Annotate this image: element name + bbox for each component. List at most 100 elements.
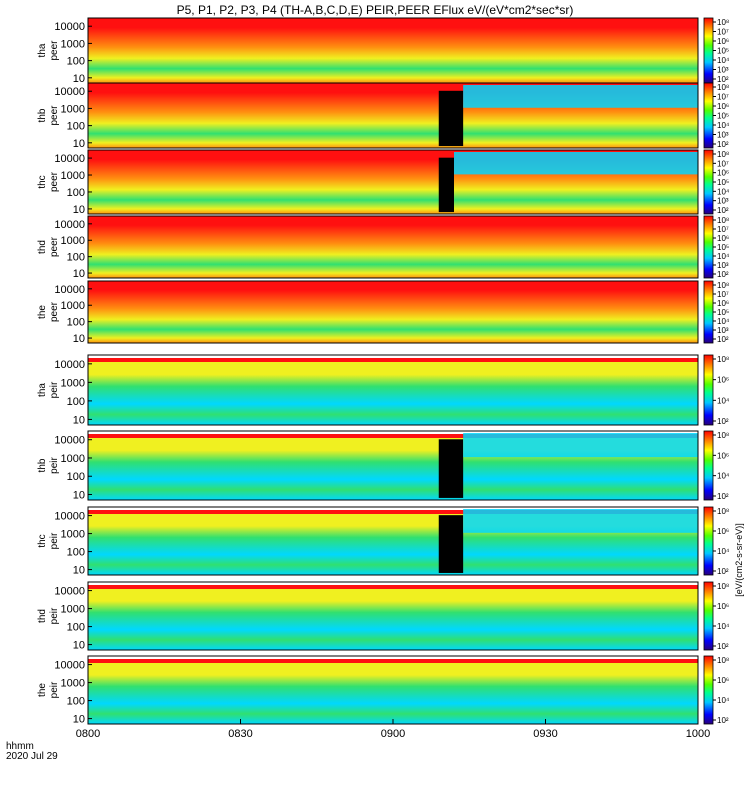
panel-frame — [87, 82, 699, 149]
colorbar-tick-label: 10³ — [717, 261, 729, 270]
colorbar-tick-label: 10⁸ — [717, 355, 729, 364]
colorbar-tick-label: 10⁸ — [717, 431, 729, 440]
colorbar-tick-label: 10⁶ — [717, 234, 729, 243]
x-tick-label: 0800 — [76, 728, 100, 740]
panel-probe-label: thc — [37, 534, 48, 547]
y-tick-label: 10000 — [54, 359, 85, 371]
y-tick-label: 10000 — [54, 284, 85, 296]
colorbar — [703, 430, 714, 501]
colorbar-tick-label: 10⁴ — [717, 547, 730, 556]
colorbar-tick-label: 10⁸ — [717, 656, 729, 665]
panel-instrument-label: peer — [49, 171, 60, 192]
colorbar-tick-label: 10⁸ — [717, 216, 729, 225]
colorbar-tick-label: 10⁵ — [717, 243, 729, 252]
colorbar-tick-label: 10² — [717, 417, 729, 426]
colorbar-tick-label: 10² — [717, 642, 729, 651]
panel-thd-peir: 10 100 1000 10000 thd peir 10² 10⁴ 10⁶ 10⁸ — [37, 581, 730, 652]
panel-probe-label: tha — [37, 383, 48, 397]
panel-probe-label: the — [37, 305, 48, 319]
x-tick-label: 1000 — [686, 728, 710, 740]
panel-probe-label: thc — [37, 175, 48, 188]
y-tick-label: 10 — [73, 73, 85, 85]
y-tick-label: 10 — [73, 565, 85, 577]
y-tick-label: 1000 — [61, 529, 85, 541]
colorbar-tick-label: 10⁷ — [717, 290, 729, 299]
colorbar-tick-label: 10⁸ — [717, 83, 729, 92]
y-tick-label: 10 — [73, 640, 85, 652]
colorbar-tick-label: 10⁸ — [717, 582, 729, 591]
panel-instrument-label: peer — [49, 236, 60, 257]
data-gap-block — [438, 157, 454, 213]
panel-the-peer: 10 100 1000 10000 the peer 10²10³10⁴10⁵10⁶10⁷1… — [37, 280, 730, 345]
y-tick-label: 10000 — [54, 435, 85, 447]
panel-frame — [87, 215, 699, 279]
colorbar-tick-label: 10⁶ — [717, 676, 729, 685]
panel-frame — [87, 354, 699, 426]
y-tick-label: 1000 — [61, 678, 85, 690]
colorbar-tick-label: 10⁸ — [717, 18, 729, 27]
y-tick-label: 10000 — [54, 586, 85, 598]
colorbar-tick-label: 10⁷ — [717, 225, 729, 234]
panel-probe-label: tha — [37, 43, 48, 57]
x-axis-label: hhmm — [6, 741, 34, 752]
heatmap-tha-peir — [88, 355, 698, 425]
y-tick-label: 10000 — [54, 219, 85, 231]
colorbar-tick-label: 10⁵ — [717, 112, 729, 121]
panel-instrument-label: peir — [49, 681, 60, 698]
colorbar-tick-label: 10⁴ — [717, 622, 730, 631]
y-tick-label: 100 — [67, 471, 85, 483]
panel-thb-peir: 10 100 1000 10000 thb peir 10² 10⁴ 10⁶ 10⁸ — [37, 430, 730, 502]
y-tick-label: 10000 — [54, 660, 85, 672]
panel-frame — [87, 430, 699, 501]
colorbar — [703, 149, 714, 215]
colorbar — [703, 354, 714, 426]
panel-frame — [87, 581, 699, 651]
heatmap-thd-peer — [88, 216, 698, 278]
colorbar — [703, 17, 714, 84]
y-tick-label: 100 — [67, 56, 85, 68]
colorbar — [703, 581, 714, 651]
colorbar-tick-label: 10³ — [717, 131, 729, 140]
panel-tha-peir: 10 100 1000 10000 tha peir 10² 10⁴ 10⁶ 10⁸ — [37, 354, 730, 426]
panel-instrument-label: peir — [49, 532, 60, 549]
panel-instrument-label: peer — [49, 301, 60, 322]
colorbar-tick-label: 10⁵ — [717, 308, 729, 317]
y-tick-label: 10 — [73, 268, 85, 280]
colorbar — [703, 82, 714, 149]
top-red-band — [88, 434, 698, 438]
colorbar-tick-label: 10⁷ — [717, 28, 729, 37]
y-tick-label: 10 — [73, 714, 85, 726]
colorbar-tick-label: 10⁴ — [717, 396, 730, 405]
colorbar-tick-label: 10⁸ — [717, 507, 729, 516]
colorbar-tick-label: 10² — [717, 206, 729, 215]
data-gap-block — [438, 439, 464, 498]
panel-instrument-label: peir — [49, 456, 60, 473]
post-gap-low-flux-region — [463, 85, 698, 108]
y-tick-label: 100 — [67, 317, 85, 329]
panel-probe-label: thd — [37, 240, 48, 254]
top-white-band — [88, 582, 698, 585]
colorbar-tick-label: 10² — [717, 335, 729, 344]
heatmap-tha-peer — [88, 18, 698, 83]
colorbar-tick-label: 10² — [717, 140, 729, 149]
colorbar-tick-label: 10² — [717, 567, 729, 576]
y-tick-label: 100 — [67, 622, 85, 634]
panel-frame — [87, 506, 699, 576]
x-tick-label: 0900 — [381, 728, 405, 740]
y-tick-label: 1000 — [61, 377, 85, 389]
top-white-band — [88, 507, 698, 510]
x-tick-label: 0930 — [533, 728, 557, 740]
y-tick-label: 10000 — [54, 153, 85, 165]
colorbar-tick-label: 10² — [717, 270, 729, 279]
y-tick-label: 10000 — [54, 86, 85, 98]
colorbar-tick-label: 10⁶ — [717, 299, 729, 308]
y-tick-label: 1000 — [61, 300, 85, 312]
panel-probe-label: thb — [37, 108, 48, 122]
colorbar-tick-label: 10³ — [717, 326, 729, 335]
y-tick-label: 10000 — [54, 511, 85, 523]
y-tick-label: 100 — [67, 252, 85, 264]
colorbar-tick-label: 10⁴ — [717, 187, 730, 196]
colorbar — [703, 655, 714, 725]
